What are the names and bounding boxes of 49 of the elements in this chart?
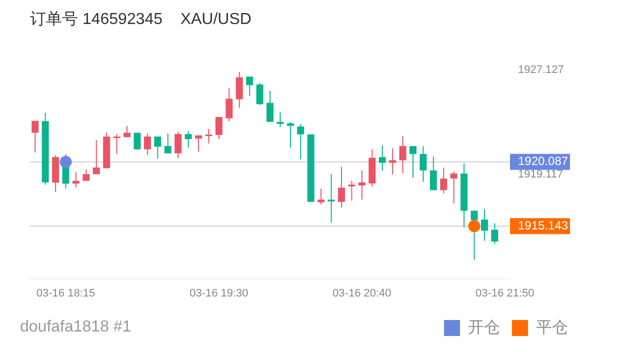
candlestick — [399, 136, 406, 174]
y-tick-label: 1927.127 — [518, 64, 564, 76]
candlestick — [358, 170, 366, 200]
candlestick — [266, 90, 274, 122]
candlestick — [184, 130, 192, 148]
candlestick — [318, 188, 325, 205]
text: doufafa1818 #1 — [20, 318, 132, 336]
candlestick — [205, 128, 212, 144]
candlestick — [409, 146, 416, 178]
candlestick — [256, 82, 264, 106]
ref-line-label: 1915.143 — [518, 218, 568, 232]
candlestick — [389, 148, 396, 175]
candlestick — [32, 120, 39, 153]
candlestick — [470, 210, 478, 260]
legend-label: 平仓 — [536, 319, 568, 336]
candlestick — [348, 180, 356, 202]
x-tick-label: 03-16 18:15 — [36, 287, 96, 300]
candlestick — [246, 76, 254, 97]
candlestick — [491, 222, 498, 244]
candlestick — [154, 136, 162, 160]
legend-label: 开仓 — [468, 319, 500, 336]
candlestick — [134, 132, 141, 150]
chart-title: 订单号 146592345 XAU/USD — [30, 10, 252, 28]
candlestick — [113, 134, 120, 154]
candlestick — [440, 167, 448, 194]
candlestick — [338, 166, 345, 208]
candlestick — [328, 173, 335, 223]
y-tick-label: 1919.117 — [518, 168, 564, 180]
x-tick-label: 03-16 21:50 — [476, 287, 534, 300]
candlestick — [92, 140, 100, 175]
candlestick — [276, 112, 284, 128]
candlestick — [164, 132, 172, 154]
candlestick — [195, 134, 202, 152]
candlestick — [174, 131, 182, 159]
candlestick — [378, 144, 386, 172]
candlestick — [236, 71, 243, 108]
candlestick — [480, 208, 488, 242]
x-tick-label: 03-16 20:40 — [332, 287, 392, 300]
candlestick — [420, 146, 427, 182]
candlestick — [286, 122, 294, 148]
candlestick — [430, 156, 437, 191]
ref-line-label: 1920.087 — [518, 154, 568, 168]
candlestick — [82, 168, 90, 182]
candlestick — [215, 116, 222, 140]
candlestick — [144, 132, 151, 156]
candlestick — [450, 170, 458, 204]
candlestick — [297, 123, 304, 160]
candlestick — [226, 88, 233, 122]
x-tick-label: 03-16 19:30 — [190, 287, 248, 300]
